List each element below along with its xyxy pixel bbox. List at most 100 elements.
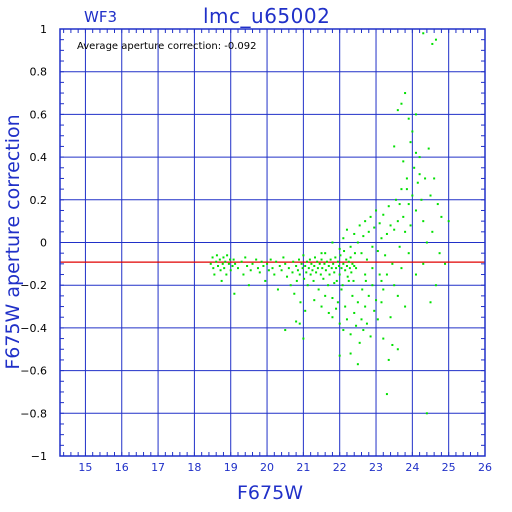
data-point [249, 269, 252, 272]
data-point [402, 160, 405, 163]
data-point [422, 220, 425, 223]
data-point [371, 245, 374, 248]
data-point [246, 264, 249, 267]
data-point [433, 177, 436, 180]
data-point [391, 262, 394, 265]
data-point [220, 279, 223, 282]
data-point [217, 264, 220, 267]
data-point [378, 273, 381, 276]
data-point [422, 32, 425, 35]
data-point [404, 230, 407, 233]
data-point [344, 305, 347, 308]
data-point [319, 273, 322, 276]
data-point [364, 305, 367, 308]
data-point [385, 273, 388, 276]
data-point [407, 117, 410, 120]
x-tick-label: 23 [369, 461, 383, 474]
data-point [382, 288, 385, 291]
data-point [222, 256, 225, 259]
data-point [224, 260, 227, 263]
data-point [284, 329, 287, 332]
data-point [278, 264, 281, 267]
data-point [276, 288, 279, 291]
data-point [420, 198, 423, 201]
data-point [400, 267, 403, 270]
data-point [376, 250, 379, 253]
data-point [350, 271, 353, 274]
data-point [431, 230, 434, 233]
data-point [309, 273, 312, 276]
data-point [269, 258, 272, 261]
data-point [242, 273, 245, 276]
data-point [380, 301, 383, 304]
data-point [331, 297, 334, 300]
data-point [313, 299, 316, 302]
data-point [314, 256, 316, 259]
data-point [373, 309, 376, 312]
data-point [414, 151, 417, 154]
data-point [291, 271, 294, 274]
data-point [303, 277, 306, 280]
data-point [356, 241, 359, 244]
data-point [338, 273, 341, 276]
data-point [447, 220, 450, 223]
data-point [424, 177, 427, 180]
y-tick-label: 0.8 [30, 66, 48, 79]
data-point [302, 254, 305, 257]
data-point [375, 209, 378, 212]
data-point [335, 267, 338, 270]
y-tick-labels: −1 −0.8 −0.6 −0.4 −0.2 0 0.2 0.4 0.6 0.8 1 [20, 23, 47, 463]
data-point [400, 188, 403, 191]
data-point [345, 264, 348, 267]
data-point [209, 262, 212, 265]
data-point [298, 322, 301, 325]
data-point [324, 269, 327, 272]
data-point [330, 267, 333, 270]
x-tick-label: 26 [478, 461, 492, 474]
data-point [280, 269, 283, 272]
data-point [429, 301, 432, 304]
data-point [425, 412, 428, 415]
data-point [211, 256, 214, 259]
data-point [219, 269, 222, 272]
data-point [301, 267, 304, 270]
data-point [438, 252, 441, 255]
data-point [295, 264, 298, 267]
data-point [345, 228, 348, 231]
data-point [240, 260, 243, 263]
data-point [407, 252, 410, 255]
data-point [295, 279, 298, 282]
data-point [302, 337, 305, 340]
data-point [229, 258, 231, 261]
data-point [256, 267, 259, 270]
data-point [221, 262, 224, 265]
data-point [371, 267, 374, 270]
data-point [227, 262, 230, 265]
data-point [440, 215, 443, 218]
data-point [298, 258, 301, 261]
data-point [360, 252, 363, 255]
data-point [356, 363, 359, 366]
data-point [378, 222, 381, 225]
data-point [355, 324, 358, 327]
y-tick-label: −0.2 [20, 279, 47, 292]
data-point [396, 348, 399, 351]
data-point [347, 260, 350, 263]
data-point [215, 254, 218, 257]
data-point [323, 262, 326, 265]
data-point [349, 333, 352, 336]
data-point [391, 343, 394, 346]
data-point [380, 237, 383, 240]
data-point [267, 269, 270, 272]
data-point [422, 262, 425, 265]
data-point [396, 220, 399, 223]
data-point [411, 130, 414, 133]
data-point [313, 264, 316, 267]
data-point [367, 294, 370, 297]
data-point [436, 203, 439, 206]
data-point [369, 215, 372, 218]
data-point [336, 301, 339, 304]
y-tick-label: 0.6 [30, 108, 48, 121]
x-axis-label: F675W [237, 482, 303, 504]
